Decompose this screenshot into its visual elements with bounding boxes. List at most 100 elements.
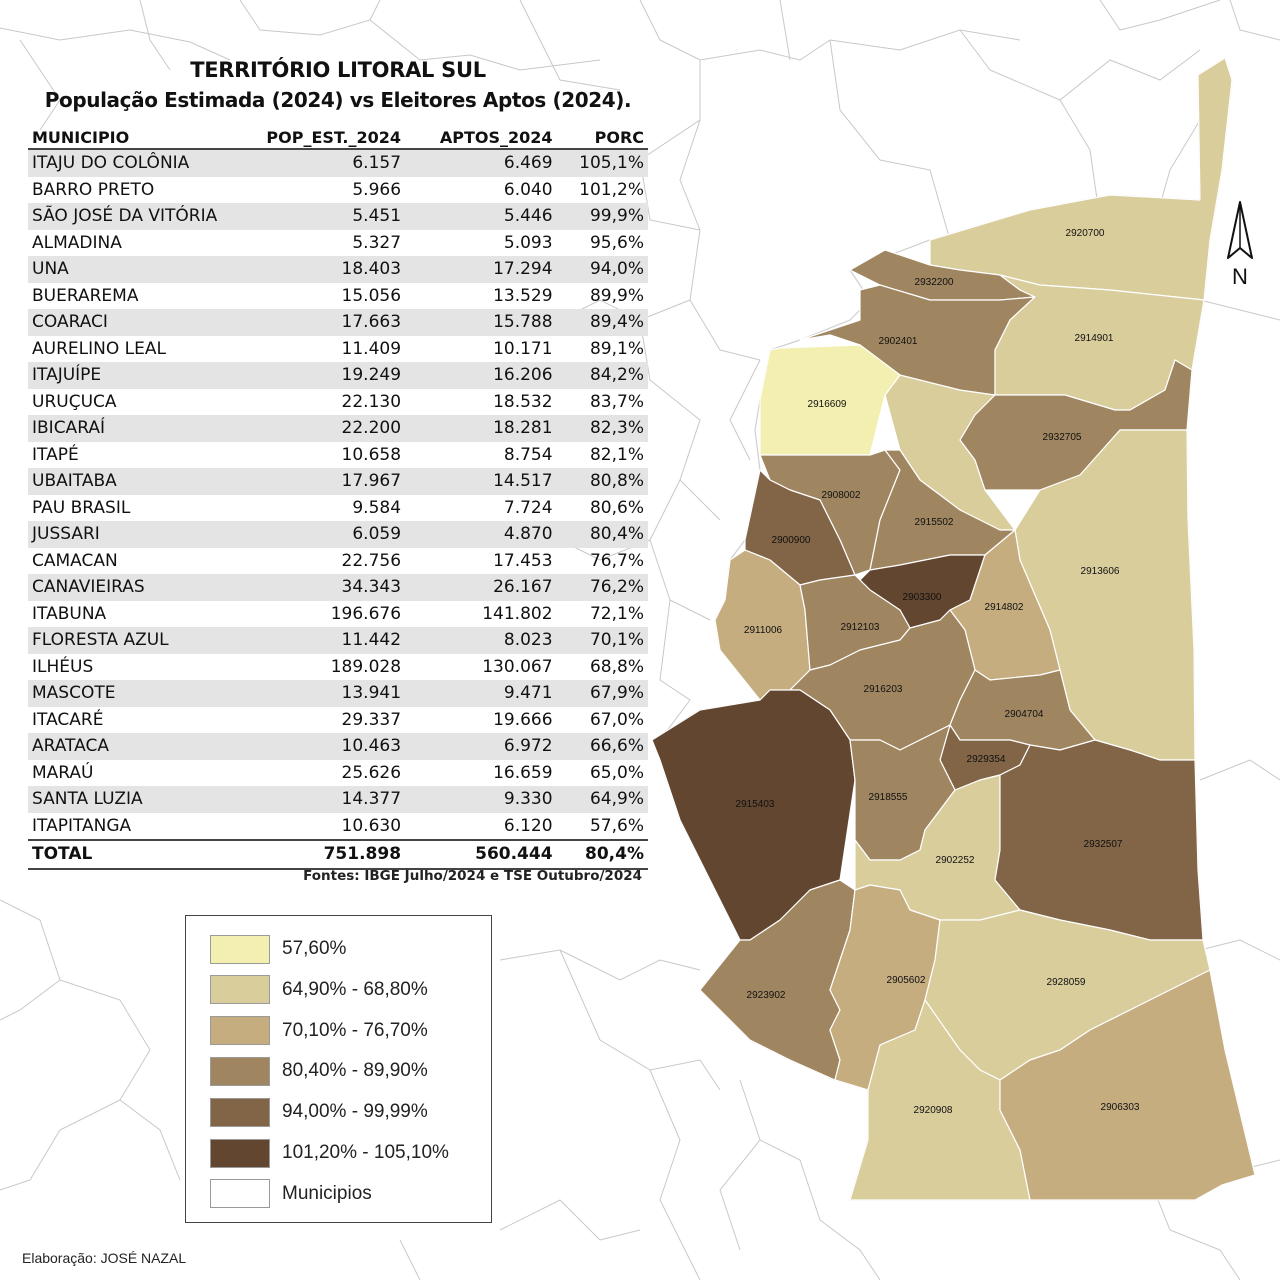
cell-pop: 10.658 xyxy=(341,444,402,465)
table-row: URUÇUCA 22.130 18.532 83,7% xyxy=(28,389,648,416)
cell-porc: 82,1% xyxy=(589,444,644,465)
legend-swatch xyxy=(210,1016,270,1046)
cell-pop: 17.663 xyxy=(226,309,406,336)
municipality-code-label: 2932200 xyxy=(915,277,954,288)
cell-porc: 80,4% xyxy=(556,521,648,548)
cell-porc: 105,1% xyxy=(556,149,648,177)
cell-municipio: ILHÉUS xyxy=(32,656,94,677)
municipality-code-label: 2902401 xyxy=(879,336,918,347)
table-row: MASCOTE 13.941 9.471 67,9% xyxy=(28,680,648,707)
cell-aptos: 13.529 xyxy=(493,285,553,306)
north-arrow: N xyxy=(1216,200,1264,292)
cell-porc: 76,2% xyxy=(556,574,648,601)
legend-item: Municipios xyxy=(210,1178,372,1210)
municipality-code-label: 2932705 xyxy=(1043,432,1082,443)
column-header-porc: PORC xyxy=(556,126,648,150)
cell-pop: 14.377 xyxy=(226,786,406,813)
cell-aptos: 18.532 xyxy=(493,391,553,412)
legend-label: Municipios xyxy=(282,1182,372,1204)
cell-municipio: MARAÚ xyxy=(32,762,94,783)
municipality-code-label: 2904704 xyxy=(1005,709,1044,720)
municipality-code-label: 2912103 xyxy=(841,622,880,633)
table-row: SANTA LUZIA 14.377 9.330 64,9% xyxy=(28,786,648,813)
cell-pop: 9.584 xyxy=(352,497,402,518)
table-row: ARATACA 10.463 6.972 66,6% xyxy=(28,733,648,760)
table-row: BARRO PRETO 5.966 6.040 101,2% xyxy=(28,177,648,204)
cell-pop: 5.451 xyxy=(226,203,406,230)
cell-aptos: 6.469 xyxy=(405,149,557,177)
column-header-municipio: MUNICIPIO xyxy=(28,126,226,150)
cell-municipio: ITACARÉ xyxy=(32,709,104,730)
table-row: MARAÚ 25.626 16.659 65,0% xyxy=(28,760,648,787)
municipality-code-label: 2914901 xyxy=(1075,333,1114,344)
sources-note: Fontes: IBGE Julho/2024 e TSE Outubro/20… xyxy=(303,868,642,884)
table-row: ITACARÉ 29.337 19.666 67,0% xyxy=(28,707,648,734)
cell-porc: 65,0% xyxy=(589,762,644,783)
table-row: CANAVIEIRAS 34.343 26.167 76,2% xyxy=(28,574,648,601)
cell-aptos: 6.972 xyxy=(405,733,557,760)
cell-municipio: SANTA LUZIA xyxy=(28,786,226,813)
municipality-code-label: 2902252 xyxy=(936,855,975,866)
cell-municipio: ITAJU DO COLÔNIA xyxy=(28,149,226,177)
cell-pop: 189.028 xyxy=(330,656,402,677)
cell-pop: 10.463 xyxy=(226,733,406,760)
cell-municipio: SÃO JOSÉ DA VITÓRIA xyxy=(28,203,226,230)
title-block: TERRITÓRIO LITORAL SUL População Estimad… xyxy=(28,58,648,112)
cell-aptos: 14.517 xyxy=(405,468,557,495)
cell-porc: 89,4% xyxy=(556,309,648,336)
cell-aptos: 15.788 xyxy=(405,309,557,336)
map-legend: 57,60% 64,90% - 68,80% 70,10% - 76,70% 80,4… xyxy=(185,915,492,1223)
map-subtitle: População Estimada (2024) vs Eleitores A… xyxy=(44,88,632,112)
municipality-code-labels: 2920700 2932200 2902401 2914901 2916609 29327… xyxy=(736,228,1140,1116)
cell-municipio: ITAJUÍPE xyxy=(28,362,226,389)
cell-aptos: 19.666 xyxy=(493,709,553,730)
municipality-code-label: 2913606 xyxy=(1081,566,1120,577)
legend-swatch xyxy=(210,934,270,964)
cell-porc: 64,9% xyxy=(556,786,648,813)
cell-aptos: 10.171 xyxy=(493,338,553,359)
table-row: SÃO JOSÉ DA VITÓRIA 5.451 5.446 99,9% xyxy=(28,203,648,230)
cell-porc: 72,1% xyxy=(589,603,644,624)
cell-municipio: MASCOTE xyxy=(28,680,226,707)
cell-municipio: PAU BRASIL xyxy=(32,497,131,518)
municipality-code-label: 2928059 xyxy=(1047,977,1086,988)
legend-label: 70,10% - 76,70% xyxy=(282,1019,428,1041)
municipality-code-label: 2900900 xyxy=(772,535,811,546)
cell-porc: 68,8% xyxy=(589,656,644,677)
municipality-code-label: 2929354 xyxy=(967,754,1006,765)
cell-aptos: 17.294 xyxy=(405,256,557,283)
legend-item: 80,40% - 89,90% xyxy=(210,1055,428,1087)
total-porc: 80,4% xyxy=(556,839,648,870)
municipality-code-label: 2911006 xyxy=(744,625,783,636)
cell-municipio: ITAPÉ xyxy=(32,444,79,465)
table-total-row: TOTAL 751.898 560.444 80,4% xyxy=(28,839,648,870)
cell-pop: 34.343 xyxy=(226,574,406,601)
north-arrow-icon xyxy=(1227,201,1253,259)
cell-porc: 83,7% xyxy=(589,391,644,412)
legend-item: 70,10% - 76,70% xyxy=(210,1015,428,1047)
cell-municipio: ITABUNA xyxy=(32,603,107,624)
table-row: PAU BRASIL 9.584 7.724 80,6% xyxy=(28,495,648,522)
cell-municipio: ALMADINA xyxy=(32,232,122,253)
table-row: BUERAREMA 15.056 13.529 89,9% xyxy=(28,283,648,310)
cell-pop: 25.626 xyxy=(341,762,402,783)
legend-label: 101,20% - 105,10% xyxy=(282,1142,449,1163)
legend-swatch xyxy=(210,1179,270,1209)
cell-pop: 22.130 xyxy=(341,391,402,412)
municipality-code-label: 2905602 xyxy=(887,975,926,986)
table-row: ITABUNA 196.676 141.802 72,1% xyxy=(28,601,648,628)
cell-municipio: JUSSARI xyxy=(28,521,226,548)
column-header-aptos: APTOS_2024 xyxy=(405,126,557,150)
cell-aptos: 16.206 xyxy=(405,362,557,389)
cell-pop: 6.059 xyxy=(226,521,406,548)
table-row: ALMADINA 5.327 5.093 95,6% xyxy=(28,230,648,257)
cell-pop: 11.409 xyxy=(341,338,402,359)
legend-label: 57,60% xyxy=(282,938,347,959)
cell-aptos: 5.446 xyxy=(405,203,557,230)
cell-porc: 67,9% xyxy=(556,680,648,707)
cell-pop: 29.337 xyxy=(341,709,402,730)
cell-aptos: 18.281 xyxy=(405,415,557,442)
cell-porc: 66,6% xyxy=(556,733,648,760)
table-row: AURELINO LEAL 11.409 10.171 89,1% xyxy=(28,336,648,363)
cell-pop: 5.327 xyxy=(352,232,402,253)
